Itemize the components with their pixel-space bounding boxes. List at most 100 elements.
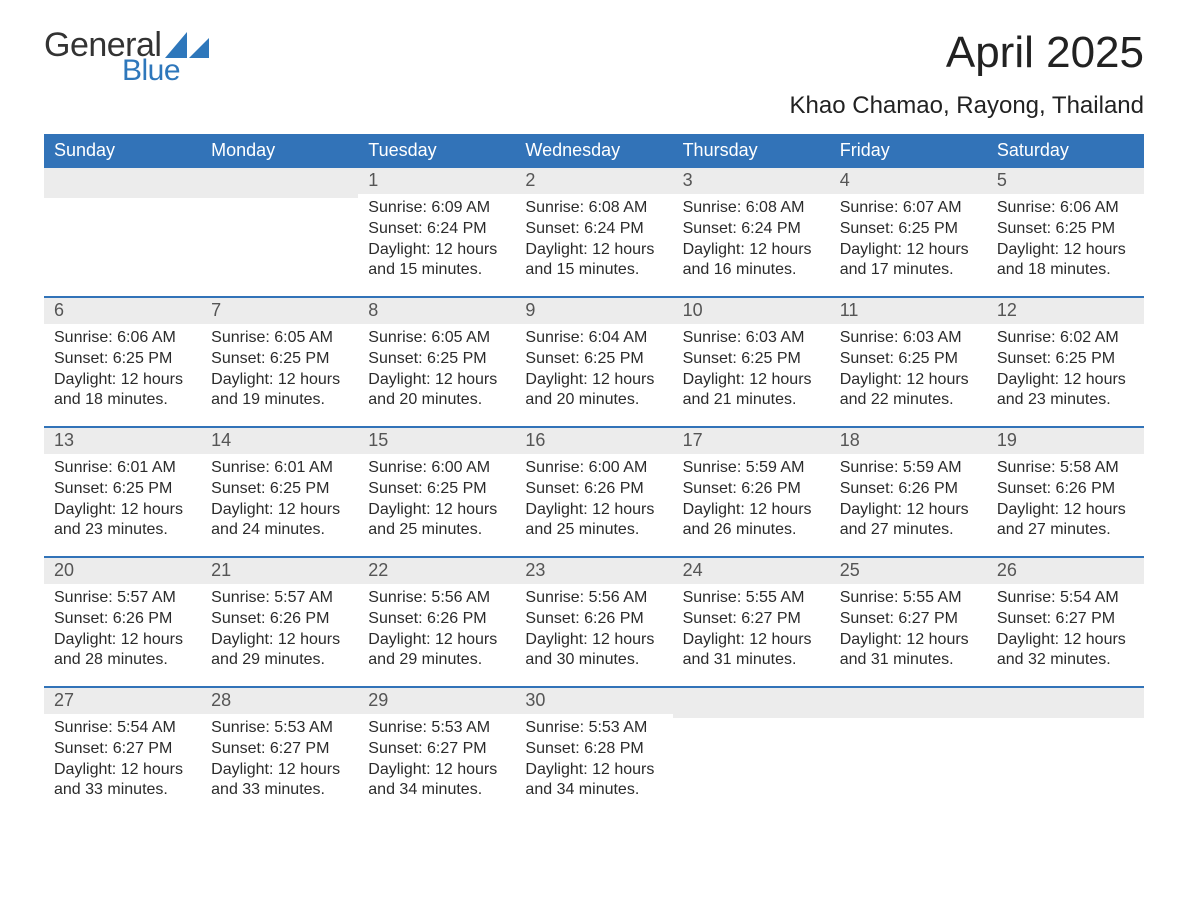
sunrise-text: Sunrise: 5:55 AM: [683, 588, 820, 609]
day-number: [44, 168, 201, 198]
sunset-text: Sunset: 6:27 PM: [211, 739, 348, 760]
day-details: Sunrise: 6:05 AMSunset: 6:25 PMDaylight:…: [358, 324, 515, 411]
sunrise-text: Sunrise: 6:08 AM: [683, 198, 820, 219]
day-number: 19: [987, 428, 1144, 454]
weekday-header: Thursday: [673, 134, 830, 168]
day-details: Sunrise: 6:02 AMSunset: 6:25 PMDaylight:…: [987, 324, 1144, 411]
sunset-text: Sunset: 6:24 PM: [683, 219, 820, 240]
day-details: Sunrise: 6:07 AMSunset: 6:25 PMDaylight:…: [830, 194, 987, 281]
day-details: Sunrise: 5:55 AMSunset: 6:27 PMDaylight:…: [830, 584, 987, 671]
sunrise-text: Sunrise: 5:55 AM: [840, 588, 977, 609]
sunrise-text: Sunrise: 5:53 AM: [368, 718, 505, 739]
sunrise-text: Sunrise: 5:58 AM: [997, 458, 1134, 479]
weekday-header: Tuesday: [358, 134, 515, 168]
calendar-day-cell: 5Sunrise: 6:06 AMSunset: 6:25 PMDaylight…: [987, 168, 1144, 296]
calendar-grid: Sunday Monday Tuesday Wednesday Thursday…: [44, 134, 1144, 816]
day-details: Sunrise: 6:08 AMSunset: 6:24 PMDaylight:…: [673, 194, 830, 281]
sunrise-text: Sunrise: 6:01 AM: [54, 458, 191, 479]
daylight-text: Daylight: 12 hours and 18 minutes.: [54, 370, 191, 412]
day-details: Sunrise: 5:53 AMSunset: 6:28 PMDaylight:…: [515, 714, 672, 801]
daylight-text: Daylight: 12 hours and 31 minutes.: [840, 630, 977, 672]
day-details: Sunrise: 6:08 AMSunset: 6:24 PMDaylight:…: [515, 194, 672, 281]
month-title: April 2025: [790, 28, 1144, 78]
day-number: 21: [201, 558, 358, 584]
daylight-text: Daylight: 12 hours and 16 minutes.: [683, 240, 820, 282]
daylight-text: Daylight: 12 hours and 34 minutes.: [525, 760, 662, 802]
day-number: 27: [44, 688, 201, 714]
sunrise-text: Sunrise: 6:04 AM: [525, 328, 662, 349]
weekday-header: Friday: [830, 134, 987, 168]
daylight-text: Daylight: 12 hours and 21 minutes.: [683, 370, 820, 412]
calendar-week-row: 1Sunrise: 6:09 AMSunset: 6:24 PMDaylight…: [44, 168, 1144, 296]
day-details: Sunrise: 5:59 AMSunset: 6:26 PMDaylight:…: [673, 454, 830, 541]
day-number: [987, 688, 1144, 718]
sunset-text: Sunset: 6:25 PM: [211, 479, 348, 500]
day-details: Sunrise: 6:05 AMSunset: 6:25 PMDaylight:…: [201, 324, 358, 411]
sunrise-text: Sunrise: 6:03 AM: [840, 328, 977, 349]
calendar-day-cell: 22Sunrise: 5:56 AMSunset: 6:26 PMDayligh…: [358, 558, 515, 686]
day-details: Sunrise: 6:06 AMSunset: 6:25 PMDaylight:…: [44, 324, 201, 411]
daylight-text: Daylight: 12 hours and 25 minutes.: [525, 500, 662, 542]
sunrise-text: Sunrise: 5:54 AM: [997, 588, 1134, 609]
day-details: Sunrise: 5:57 AMSunset: 6:26 PMDaylight:…: [44, 584, 201, 671]
calendar-day-cell: 24Sunrise: 5:55 AMSunset: 6:27 PMDayligh…: [673, 558, 830, 686]
daylight-text: Daylight: 12 hours and 20 minutes.: [525, 370, 662, 412]
day-number: 10: [673, 298, 830, 324]
day-number: 13: [44, 428, 201, 454]
sunrise-text: Sunrise: 5:59 AM: [683, 458, 820, 479]
daylight-text: Daylight: 12 hours and 20 minutes.: [368, 370, 505, 412]
day-number: 3: [673, 168, 830, 194]
weekday-header: Wednesday: [515, 134, 672, 168]
calendar-day-cell: 8Sunrise: 6:05 AMSunset: 6:25 PMDaylight…: [358, 298, 515, 426]
day-number: 4: [830, 168, 987, 194]
calendar-day-cell: 15Sunrise: 6:00 AMSunset: 6:25 PMDayligh…: [358, 428, 515, 556]
sunset-text: Sunset: 6:25 PM: [525, 349, 662, 370]
daylight-text: Daylight: 12 hours and 34 minutes.: [368, 760, 505, 802]
sunrise-text: Sunrise: 6:02 AM: [997, 328, 1134, 349]
day-details: Sunrise: 6:01 AMSunset: 6:25 PMDaylight:…: [44, 454, 201, 541]
sunset-text: Sunset: 6:25 PM: [683, 349, 820, 370]
day-number: 7: [201, 298, 358, 324]
location-subtitle: Khao Chamao, Rayong, Thailand: [790, 92, 1144, 120]
calendar-day-cell: [830, 688, 987, 816]
day-number: 5: [987, 168, 1144, 194]
daylight-text: Daylight: 12 hours and 33 minutes.: [211, 760, 348, 802]
sunset-text: Sunset: 6:25 PM: [997, 349, 1134, 370]
sunset-text: Sunset: 6:25 PM: [54, 349, 191, 370]
day-number: 9: [515, 298, 672, 324]
day-details: Sunrise: 6:00 AMSunset: 6:26 PMDaylight:…: [515, 454, 672, 541]
sunrise-text: Sunrise: 5:53 AM: [211, 718, 348, 739]
sunrise-text: Sunrise: 6:05 AM: [368, 328, 505, 349]
calendar-week-row: 13Sunrise: 6:01 AMSunset: 6:25 PMDayligh…: [44, 426, 1144, 556]
day-number: 23: [515, 558, 672, 584]
weeks-container: 1Sunrise: 6:09 AMSunset: 6:24 PMDaylight…: [44, 168, 1144, 816]
calendar-day-cell: 14Sunrise: 6:01 AMSunset: 6:25 PMDayligh…: [201, 428, 358, 556]
sunrise-text: Sunrise: 5:57 AM: [211, 588, 348, 609]
sunset-text: Sunset: 6:25 PM: [54, 479, 191, 500]
calendar-day-cell: 20Sunrise: 5:57 AMSunset: 6:26 PMDayligh…: [44, 558, 201, 686]
day-number: 18: [830, 428, 987, 454]
daylight-text: Daylight: 12 hours and 23 minutes.: [54, 500, 191, 542]
sunset-text: Sunset: 6:25 PM: [368, 479, 505, 500]
day-number: 2: [515, 168, 672, 194]
calendar-day-cell: 29Sunrise: 5:53 AMSunset: 6:27 PMDayligh…: [358, 688, 515, 816]
calendar-day-cell: 13Sunrise: 6:01 AMSunset: 6:25 PMDayligh…: [44, 428, 201, 556]
sunrise-text: Sunrise: 6:06 AM: [997, 198, 1134, 219]
calendar-day-cell: 4Sunrise: 6:07 AMSunset: 6:25 PMDaylight…: [830, 168, 987, 296]
sunrise-text: Sunrise: 6:07 AM: [840, 198, 977, 219]
daylight-text: Daylight: 12 hours and 33 minutes.: [54, 760, 191, 802]
day-number: 20: [44, 558, 201, 584]
calendar-day-cell: 3Sunrise: 6:08 AMSunset: 6:24 PMDaylight…: [673, 168, 830, 296]
calendar-day-cell: 2Sunrise: 6:08 AMSunset: 6:24 PMDaylight…: [515, 168, 672, 296]
sunset-text: Sunset: 6:27 PM: [54, 739, 191, 760]
sunrise-text: Sunrise: 6:06 AM: [54, 328, 191, 349]
day-details: Sunrise: 5:57 AMSunset: 6:26 PMDaylight:…: [201, 584, 358, 671]
calendar-week-row: 6Sunrise: 6:06 AMSunset: 6:25 PMDaylight…: [44, 296, 1144, 426]
day-number: 25: [830, 558, 987, 584]
daylight-text: Daylight: 12 hours and 29 minutes.: [211, 630, 348, 672]
sunset-text: Sunset: 6:24 PM: [368, 219, 505, 240]
day-details: Sunrise: 5:53 AMSunset: 6:27 PMDaylight:…: [201, 714, 358, 801]
calendar-day-cell: 19Sunrise: 5:58 AMSunset: 6:26 PMDayligh…: [987, 428, 1144, 556]
daylight-text: Daylight: 12 hours and 23 minutes.: [997, 370, 1134, 412]
calendar-day-cell: 10Sunrise: 6:03 AMSunset: 6:25 PMDayligh…: [673, 298, 830, 426]
